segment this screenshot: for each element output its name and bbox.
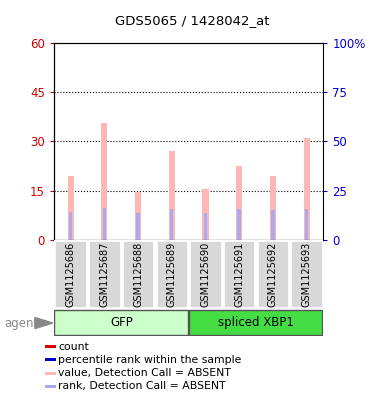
Bar (69, 212, 72, 240)
Polygon shape (35, 318, 53, 329)
Bar (45, 345, 57, 348)
Text: GFP: GFP (110, 316, 133, 329)
FancyBboxPatch shape (189, 310, 322, 335)
Bar (45, 385, 57, 388)
Bar (170, 209, 174, 240)
Bar (271, 210, 275, 240)
Text: value, Detection Call = ABSENT: value, Detection Call = ABSENT (58, 368, 231, 378)
Text: percentile rank within the sample: percentile rank within the sample (58, 355, 242, 365)
Bar (203, 189, 209, 240)
Text: GSM1125691: GSM1125691 (234, 241, 244, 307)
Text: GSM1125689: GSM1125689 (167, 241, 177, 307)
Bar (270, 176, 276, 240)
Bar (305, 209, 308, 240)
Bar (68, 176, 74, 240)
FancyBboxPatch shape (189, 241, 222, 308)
FancyBboxPatch shape (122, 241, 154, 308)
Text: GSM1125688: GSM1125688 (133, 241, 143, 307)
Bar (136, 213, 140, 240)
Bar (45, 372, 57, 375)
Bar (303, 138, 310, 240)
Bar (103, 208, 106, 240)
Text: GSM1125693: GSM1125693 (301, 241, 311, 307)
Text: GSM1125687: GSM1125687 (99, 241, 109, 307)
Text: rank, Detection Call = ABSENT: rank, Detection Call = ABSENT (58, 381, 226, 391)
Text: GDS5065 / 1428042_at: GDS5065 / 1428042_at (115, 14, 270, 27)
Bar (45, 358, 57, 361)
FancyBboxPatch shape (256, 241, 289, 308)
FancyBboxPatch shape (88, 241, 121, 308)
Text: GSM1125692: GSM1125692 (268, 241, 278, 307)
FancyBboxPatch shape (54, 241, 87, 308)
Text: agent: agent (4, 316, 38, 330)
Bar (101, 123, 107, 240)
Bar (169, 151, 175, 240)
Bar (204, 213, 207, 240)
Bar (135, 192, 141, 240)
FancyBboxPatch shape (156, 241, 188, 308)
Text: spliced XBP1: spliced XBP1 (218, 316, 294, 329)
FancyBboxPatch shape (223, 241, 256, 308)
Bar (236, 166, 242, 240)
Bar (238, 209, 241, 240)
Text: GSM1125690: GSM1125690 (201, 241, 211, 307)
FancyBboxPatch shape (54, 310, 188, 335)
Text: GSM1125686: GSM1125686 (66, 241, 76, 307)
Text: count: count (58, 342, 89, 352)
FancyBboxPatch shape (290, 241, 323, 308)
